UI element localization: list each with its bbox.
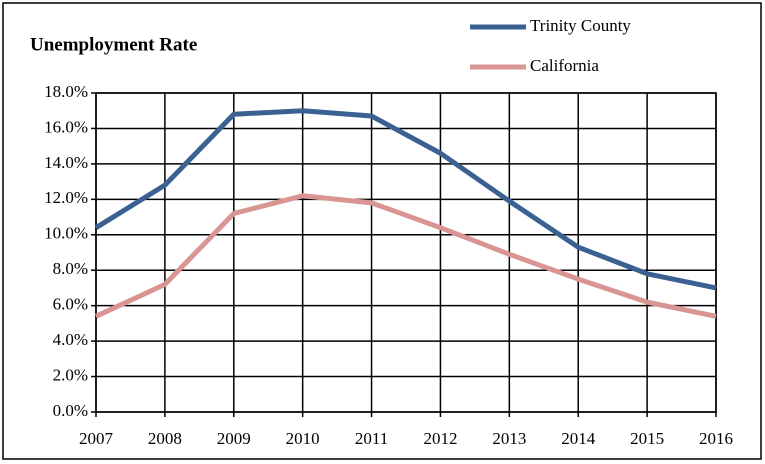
x-tick-label: 2008: [148, 429, 182, 448]
y-tick-label: 8.0%: [53, 259, 88, 278]
x-tick-label: 2012: [423, 429, 457, 448]
legend-label: California: [530, 56, 599, 75]
series-line: [94, 108, 717, 291]
y-tick-label: 0.0%: [53, 401, 88, 420]
x-tick-label: 2015: [630, 429, 664, 448]
x-tick-label: 2014: [561, 429, 596, 448]
chart-title: Unemployment Rate: [30, 34, 197, 55]
y-tick-label: 6.0%: [53, 295, 88, 314]
y-tick-label: 18.0%: [44, 82, 88, 101]
series-line: [94, 193, 717, 319]
y-tick-label: 14.0%: [44, 153, 88, 172]
plot-frame: [95, 92, 717, 413]
y-tick-label: 16.0%: [44, 117, 88, 136]
y-tick-label: 2.0%: [53, 365, 88, 384]
legend-label: Trinity County: [530, 16, 631, 35]
y-tick-label: 10.0%: [44, 224, 88, 243]
x-tick-label: 2011: [355, 429, 388, 448]
x-tick-label: 2007: [79, 429, 114, 448]
x-tick-label: 2013: [492, 429, 526, 448]
y-tick-label: 12.0%: [44, 188, 88, 207]
x-tick-label: 2010: [286, 429, 320, 448]
x-tick-label: 2009: [217, 429, 251, 448]
y-tick-label: 4.0%: [53, 330, 88, 349]
x-tick-label: 2016: [699, 429, 733, 448]
